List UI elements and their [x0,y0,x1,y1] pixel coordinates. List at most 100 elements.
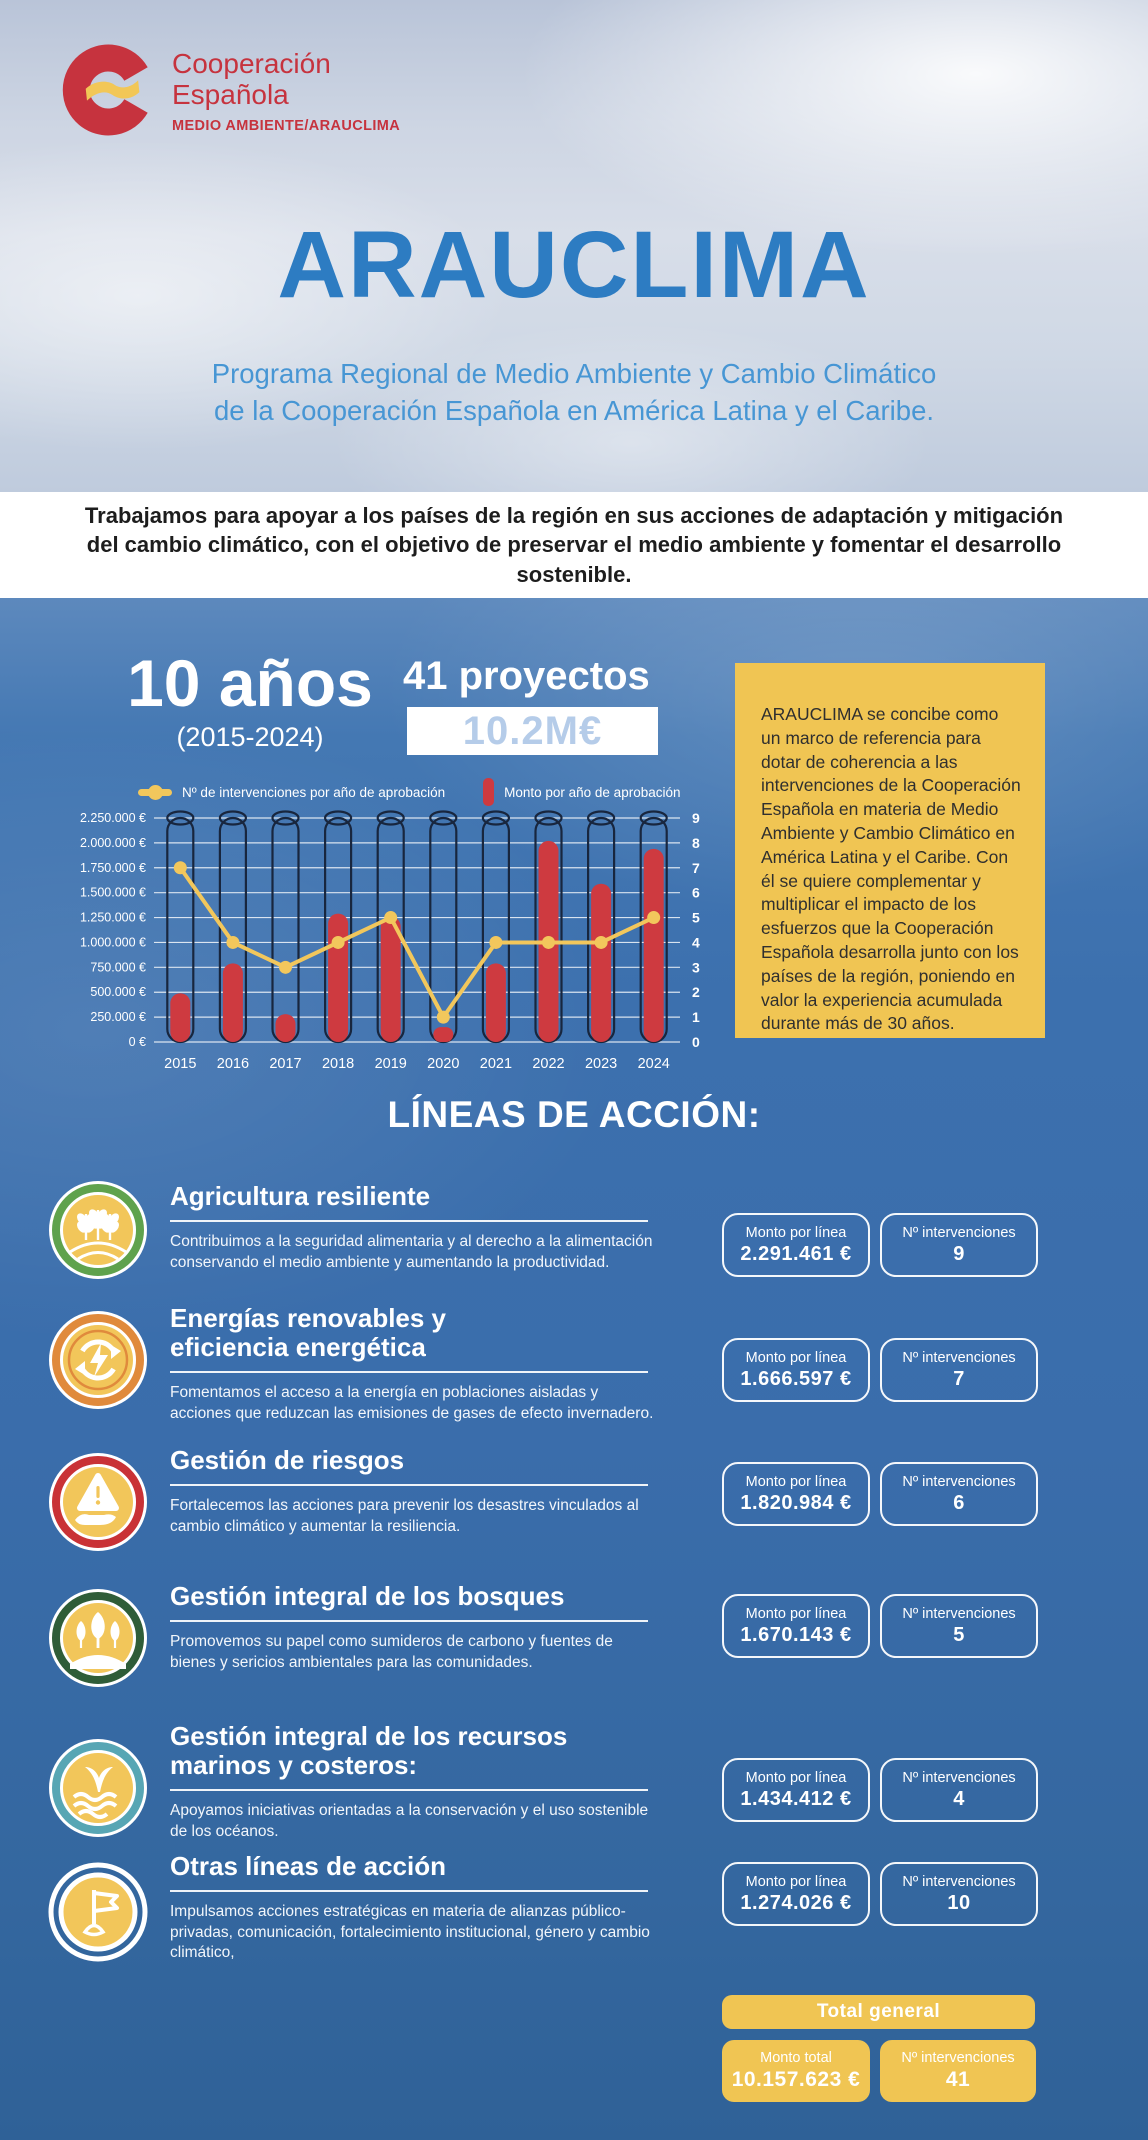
svg-text:2022: 2022 [532,1056,564,1072]
intervenciones-box: Nº intervenciones 4 [880,1758,1038,1822]
legend-interventions: Nº de intervenciones por año de aprobaci… [138,784,445,800]
intervenciones-box: Nº intervenciones 6 [880,1462,1038,1526]
svg-text:1: 1 [692,1009,700,1025]
total-monto-label: Monto total [760,2050,832,2066]
action-line-title: Agricultura resiliente [170,1181,431,1211]
monto-label: Monto por línea [745,1473,847,1490]
svg-text:8: 8 [692,835,700,851]
action-line-agricultura: Agricultura resiliente Contribuimos a la… [48,1180,1062,1300]
action-line-bosques: Gestión integral de los bosques Promovem… [48,1581,1062,1708]
svg-text:5: 5 [692,910,700,926]
page-subtitle: Programa Regional de Medio Ambiente y Ca… [0,355,1148,429]
action-line-content: Gestión integral de los recursos marinos… [170,1721,656,1842]
logo-c-icon [62,44,148,136]
action-line-description: Contribuimos a la seguridad alimentaria … [170,1233,653,1271]
action-line-title: Energías renovables y eficiencia energét… [170,1303,447,1363]
subtitle-line1: Programa Regional de Medio Ambiente y Ca… [211,358,937,389]
svg-text:2021: 2021 [480,1056,512,1072]
intervenciones-label: Nº intervenciones [902,1473,1016,1490]
stat-years-range: (2015-2024) [176,722,324,752]
intervenciones-value: 6 [953,1491,965,1514]
action-line-content: Otras líneas de acción Impulsamos accion… [170,1851,656,1963]
risk-management-icon [49,1453,147,1551]
monto-value: 2.291.461 € [740,1242,852,1265]
monto-value: 1.434.412 € [740,1787,852,1810]
logo-line2: Española [172,79,289,111]
arauclima-info-box: ARAUCLIMA se concibe como un marco de re… [735,663,1045,1038]
total-monto-value: 10.157.623 € [731,2068,861,2091]
wheat-icon [49,1181,147,1279]
chart-legend: Nº de intervenciones por año de aprobaci… [138,778,681,806]
monto-box: Monto por línea 1.666.597 € [722,1338,870,1402]
title-underline [170,1789,648,1792]
svg-text:2017: 2017 [269,1056,301,1072]
intervenciones-box: Nº intervenciones 7 [880,1338,1038,1402]
intervenciones-value: 9 [953,1242,965,1265]
svg-text:2023: 2023 [585,1056,617,1072]
stat-years: 10 años (2015-2024) [122,650,378,753]
action-line-content: Gestión integral de los bosques Promovem… [170,1581,656,1673]
intervenciones-value: 4 [953,1787,965,1810]
legend-amount: Monto por año de aprobación [483,778,681,806]
action-lines-heading: LÍNEAS DE ACCIÓN: [387,1094,761,1135]
svg-text:6: 6 [692,885,700,901]
page-title: ARAUCLIMA [277,212,871,318]
action-line-otras: Otras líneas de acción Impulsamos accion… [48,1851,1062,1982]
line-marker-icon [138,784,172,800]
svg-text:2020: 2020 [427,1056,459,1072]
svg-text:1.000.000 €: 1.000.000 € [80,935,146,949]
intervenciones-value: 7 [953,1367,965,1390]
total-general-header: Total general [722,1995,1035,2029]
subtitle-line2: de la Cooperación Española en América La… [213,395,935,427]
action-line-content: Energías renovables y eficiencia energét… [170,1303,656,1424]
monto-label: Monto por línea [745,1873,847,1890]
svg-text:1.250.000 €: 1.250.000 € [80,911,146,925]
monto-label: Monto por línea [745,1605,847,1622]
monto-label: Monto por línea [745,1349,847,1366]
action-line-title: Gestión integral de los recursos marinos… [170,1721,568,1781]
title-underline [170,1371,648,1374]
action-line-energias: Energías renovables y eficiencia energét… [48,1303,1062,1430]
intervenciones-box: Nº intervenciones 10 [880,1862,1038,1926]
svg-text:0 €: 0 € [129,1035,146,1049]
svg-text:9: 9 [692,810,700,826]
action-line-description: Impulsamos acciones estratégicas en mate… [170,1903,650,1962]
logo-text: Cooperación Española MEDIO AMBIENTE/ARAU… [172,40,400,134]
svg-text:2.000.000 €: 2.000.000 € [80,836,146,850]
stat-amount-value: 10.2M€ [462,708,603,753]
monto-value: 1.820.984 € [740,1491,852,1514]
intervenciones-label: Nº intervenciones [902,1873,1016,1890]
monto-label: Monto por línea [745,1224,847,1241]
logo-line1: Cooperación [172,48,331,79]
total-intervenciones-label: Nº intervenciones [901,2050,1015,2066]
marine-icon [49,1739,147,1837]
total-intervenciones-value: 41 [945,2068,971,2091]
arauclima-info-text: ARAUCLIMA se concibe como un marco de re… [761,704,1021,1034]
title-underline [170,1890,648,1893]
logo-program-line: MEDIO AMBIENTE/ARAUCLIMA [172,117,401,134]
title-underline [170,1220,648,1223]
bar-marker-icon [483,778,495,806]
monto-label: Monto por línea [745,1769,847,1786]
title-underline [170,1484,648,1487]
svg-text:7: 7 [692,860,700,876]
main-section: 10 años (2015-2024) 41 proyectos 10.2M€ … [0,598,1148,2140]
total-intervenciones-box: Nº intervenciones 41 [880,2040,1036,2102]
intervenciones-value: 5 [953,1623,965,1646]
svg-text:2.250.000 €: 2.250.000 € [80,811,146,825]
total-monto-box: Monto total 10.157.623 € [722,2040,870,2102]
monto-value: 1.666.597 € [740,1367,852,1390]
stat-projects: 41 proyectos [403,654,650,698]
intervenciones-label: Nº intervenciones [902,1605,1016,1622]
svg-text:500.000 €: 500.000 € [90,985,146,999]
action-line-content: Gestión de riesgos Fortalecemos las acci… [170,1445,656,1537]
sky-header: Cooperación Española MEDIO AMBIENTE/ARAU… [0,0,1148,492]
action-line-description: Fortalecemos las acciones para prevenir … [170,1497,639,1535]
forest-icon [49,1589,147,1687]
mission-banner: Trabajamos para apoyar a los países de l… [0,492,1148,598]
action-line-content: Agricultura resiliente Contribuimos a la… [170,1181,656,1273]
intervenciones-label: Nº intervenciones [902,1349,1016,1366]
monto-value: 1.274.026 € [740,1891,852,1914]
action-line-description: Apoyamos iniciativas orientadas a la con… [170,1802,649,1840]
